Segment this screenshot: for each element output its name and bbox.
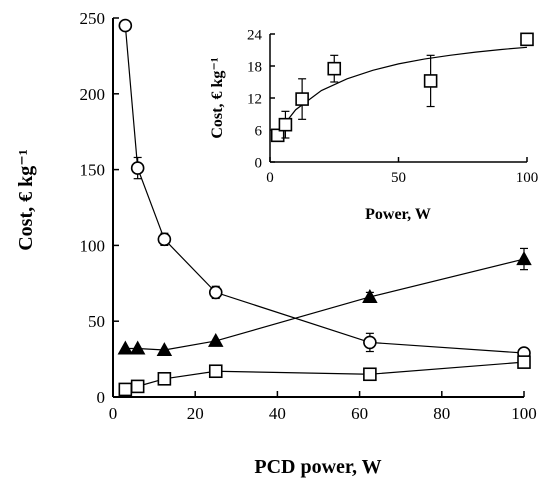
main-x-axis-title: PCD power, W xyxy=(254,456,381,478)
y-tick-label: 18 xyxy=(247,59,262,75)
y-tick-label: 0 xyxy=(255,155,263,171)
y-tick-label: 200 xyxy=(80,85,106,104)
y-tick-label: 100 xyxy=(80,236,106,255)
data-point xyxy=(208,364,223,379)
data-point xyxy=(363,367,377,382)
series-open-circle xyxy=(118,18,531,360)
x-tick-label: 50 xyxy=(391,170,406,186)
series-line xyxy=(125,361,525,391)
data-point xyxy=(157,232,172,247)
y-tick-label: 24 xyxy=(247,27,263,43)
data-point xyxy=(327,61,342,76)
x-tick-label: 40 xyxy=(269,404,286,423)
data-point xyxy=(208,285,223,300)
x-tick-label: 0 xyxy=(266,170,274,186)
series-open-square xyxy=(118,355,531,397)
data-point xyxy=(118,382,133,397)
y-tick-label: 150 xyxy=(80,161,106,180)
series-line xyxy=(124,25,525,354)
data-point xyxy=(130,379,145,394)
main-y-ticks: 0 50 100 150 200 250 xyxy=(80,9,119,407)
data-point xyxy=(362,289,378,303)
inset-y-ticks: 0 6 12 18 24 xyxy=(247,27,275,171)
fit-curve xyxy=(277,46,528,134)
data-point xyxy=(130,161,145,175)
y-tick-label: 12 xyxy=(247,91,262,107)
data-point xyxy=(157,372,172,386)
series-filled-triangle xyxy=(117,247,532,357)
x-tick-label: 20 xyxy=(187,404,204,423)
main-series-group xyxy=(117,18,532,397)
series-open-square xyxy=(270,32,534,143)
data-point xyxy=(118,18,133,33)
data-point xyxy=(516,251,532,266)
series-line xyxy=(125,258,525,351)
data-point xyxy=(363,335,377,350)
inset-series-group xyxy=(270,32,534,143)
y-tick-label: 50 xyxy=(88,312,105,331)
data-point xyxy=(423,74,438,88)
data-point xyxy=(517,355,531,369)
inset-x-ticks: 0 50 100 xyxy=(266,157,538,186)
data-point xyxy=(295,92,309,106)
x-tick-label: 100 xyxy=(516,170,539,186)
data-point xyxy=(278,117,293,132)
x-tick-label: 0 xyxy=(109,404,118,423)
main-y-axis-title: Cost, € kg⁻¹ xyxy=(15,149,37,251)
data-point xyxy=(129,340,146,355)
x-tick-label: 100 xyxy=(511,404,537,423)
y-tick-label: 6 xyxy=(255,123,263,139)
x-tick-label: 80 xyxy=(433,404,450,423)
inset-axes: 0 6 12 18 24 0 50 100 xyxy=(247,27,538,186)
data-point xyxy=(117,340,134,355)
data-point xyxy=(156,342,173,357)
y-tick-label: 0 xyxy=(97,388,106,407)
y-tick-label: 250 xyxy=(80,9,106,28)
inset-y-axis-title: Cost, € kg⁻¹ xyxy=(209,57,226,138)
data-point xyxy=(270,128,285,143)
inset-x-axis-title: Power, W xyxy=(365,206,431,223)
main-x-ticks: 0 20 40 60 80 100 xyxy=(109,391,537,423)
x-tick-label: 60 xyxy=(351,404,368,423)
data-point xyxy=(520,32,534,47)
data-point xyxy=(208,332,224,347)
